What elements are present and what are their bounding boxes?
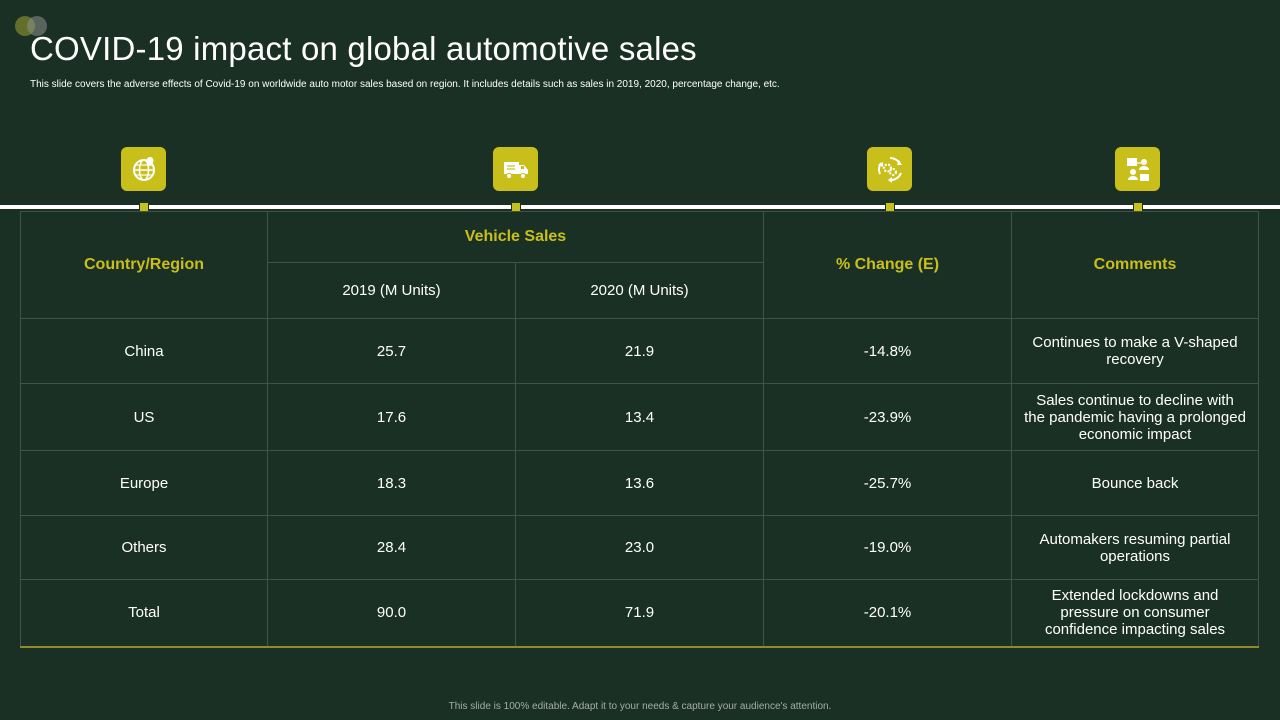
table-row: Total 90.0 71.9 -20.1% Extended lockdown… bbox=[20, 579, 1259, 648]
cell-country: Others bbox=[20, 515, 268, 580]
cell-2020: 71.9 bbox=[515, 579, 764, 648]
header-2020: 2020 (M Units) bbox=[515, 262, 764, 319]
cell-country: US bbox=[20, 383, 268, 451]
cell-2019: 25.7 bbox=[267, 318, 516, 384]
timeline-line bbox=[0, 205, 1280, 209]
cell-2020: 13.4 bbox=[515, 383, 764, 451]
cell-2019: 90.0 bbox=[267, 579, 516, 648]
header-2019: 2019 (M Units) bbox=[267, 262, 516, 319]
globe-pin-icon bbox=[121, 147, 166, 191]
cell-comment: Automakers resuming partial operations bbox=[1011, 515, 1259, 580]
cell-2020: 23.0 bbox=[515, 515, 764, 580]
cell-country: China bbox=[20, 318, 268, 384]
cell-change: -19.0% bbox=[763, 515, 1012, 580]
page-title: COVID-19 impact on global automotive sal… bbox=[30, 30, 697, 67]
table-row: US 17.6 13.4 -23.9% Sales continue to de… bbox=[20, 383, 1259, 451]
cell-2020: 21.9 bbox=[515, 318, 764, 384]
cell-country: Europe bbox=[20, 450, 268, 516]
cell-comment: Sales continue to decline with the pande… bbox=[1011, 383, 1259, 451]
gears-cycle-icon bbox=[867, 147, 912, 191]
cell-2019: 18.3 bbox=[267, 450, 516, 516]
header-country: Country/Region bbox=[20, 211, 268, 319]
page-subtitle: This slide covers the adverse effects of… bbox=[30, 79, 780, 90]
header-change: % Change (E) bbox=[763, 211, 1012, 319]
cell-comment: Bounce back bbox=[1011, 450, 1259, 516]
header-vehicle-sales: Vehicle Sales bbox=[267, 211, 764, 263]
cell-change: -23.9% bbox=[763, 383, 1012, 451]
brand-logo bbox=[15, 16, 51, 38]
footer-note: This slide is 100% editable. Adapt it to… bbox=[448, 701, 832, 712]
cell-comment: Extended lockdowns and pressure on consu… bbox=[1011, 579, 1259, 648]
cell-change: -20.1% bbox=[763, 579, 1012, 648]
cell-2020: 13.6 bbox=[515, 450, 764, 516]
cell-change: -25.7% bbox=[763, 450, 1012, 516]
table-row: Europe 18.3 13.6 -25.7% Bounce back bbox=[20, 450, 1259, 516]
cell-change: -14.8% bbox=[763, 318, 1012, 384]
delivery-truck-icon bbox=[493, 147, 538, 191]
table-row: Others 28.4 23.0 -19.0% Automakers resum… bbox=[20, 515, 1259, 580]
cell-comment: Continues to make a V-shaped recovery bbox=[1011, 318, 1259, 384]
cell-2019: 17.6 bbox=[267, 383, 516, 451]
header-comments: Comments bbox=[1011, 211, 1259, 319]
cell-2019: 28.4 bbox=[267, 515, 516, 580]
table-row: China 25.7 21.9 -14.8% Continues to make… bbox=[20, 318, 1259, 384]
sales-table: Country/Region Vehicle Sales % Change (E… bbox=[20, 211, 1259, 648]
cell-country: Total bbox=[20, 579, 268, 648]
people-network-icon bbox=[1115, 147, 1160, 191]
